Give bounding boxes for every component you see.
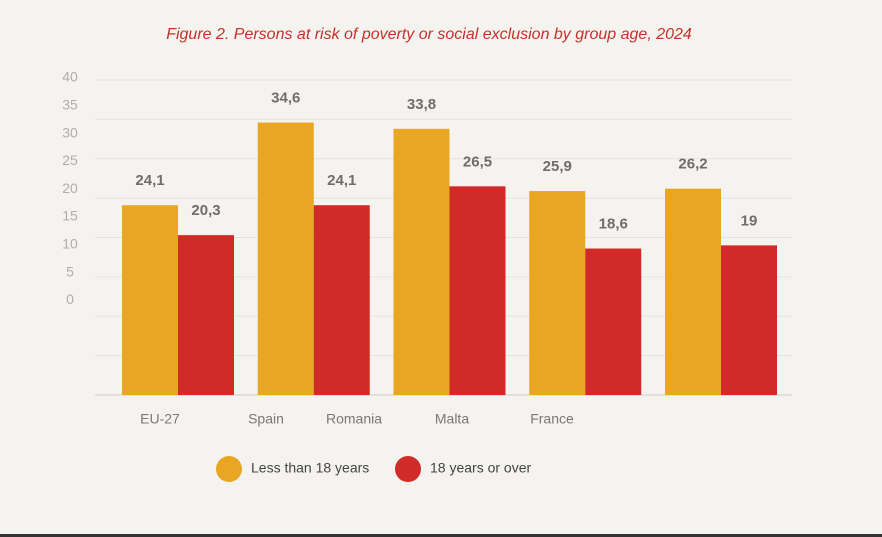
legend-swatch [395,456,421,482]
bar [393,128,450,395]
value-label: 18,6 [599,215,628,232]
value-label: 34,6 [271,89,300,106]
y-tick-label: 5 [66,263,74,279]
bar [529,191,586,395]
y-tick-label: 30 [62,124,78,140]
bar [449,186,506,395]
value-label: 20,3 [191,202,220,219]
y-tick-label: 35 [62,97,78,113]
y-tick-label: 20 [62,180,78,196]
value-label: 25,9 [543,158,572,175]
value-label: 26,5 [463,153,492,170]
x-tick-label: Spain [248,411,284,427]
y-tick-label: 0 [66,291,74,307]
legend-label: Less than 18 years [251,460,369,476]
bar [585,248,642,395]
value-label: 33,8 [407,96,436,113]
x-tick-label: Romania [326,411,382,427]
value-label: 19 [741,212,758,229]
bar [665,188,721,395]
value-label: 24,1 [327,172,356,189]
y-tick-label: 10 [62,236,78,252]
bar [313,205,370,395]
bar [178,235,234,395]
value-label: 26,2 [678,156,707,173]
x-tick-label: France [530,411,574,427]
bottom-border [0,534,882,537]
y-tick-label: 40 [62,69,78,85]
chart-title: Figure 2. Persons at risk of poverty or … [166,26,692,43]
x-tick-label: EU-27 [140,411,180,427]
y-tick-label: 25 [62,152,78,168]
bar [257,122,314,396]
bar [122,205,178,395]
y-tick-label: 15 [62,208,78,224]
x-tick-label: Malta [435,411,469,427]
legend-label: 18 years or over [430,460,531,476]
legend-swatch [216,456,242,482]
bar [721,245,777,395]
value-label: 24,1 [135,172,164,189]
